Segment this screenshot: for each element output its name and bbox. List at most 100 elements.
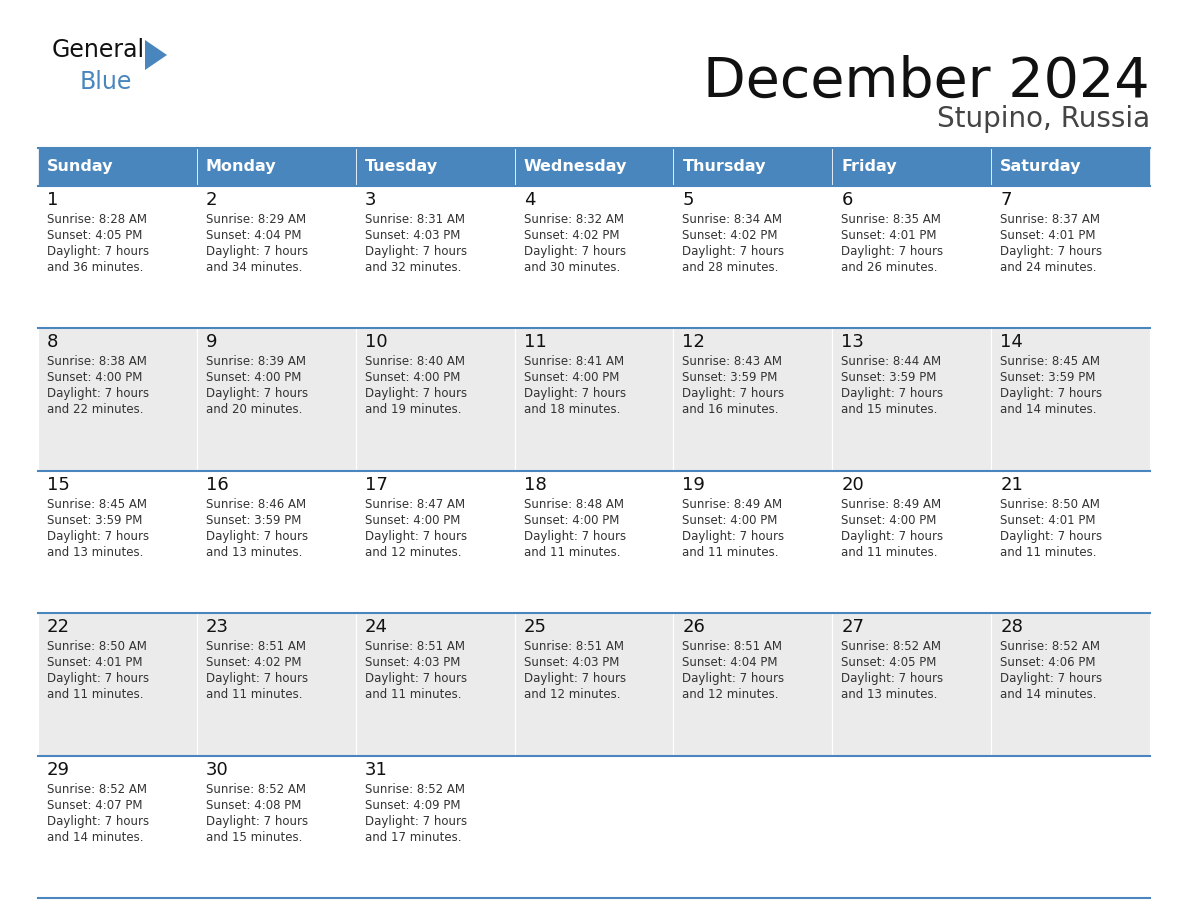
Bar xyxy=(197,329,355,471)
Bar xyxy=(38,329,197,471)
Text: and 14 minutes.: and 14 minutes. xyxy=(1000,403,1097,417)
Text: Daylight: 7 hours: Daylight: 7 hours xyxy=(365,245,467,258)
Text: and 11 minutes.: and 11 minutes. xyxy=(841,546,937,559)
Text: Sunset: 3:59 PM: Sunset: 3:59 PM xyxy=(841,372,936,385)
Text: Sunset: 3:59 PM: Sunset: 3:59 PM xyxy=(682,372,778,385)
Text: and 11 minutes.: and 11 minutes. xyxy=(1000,546,1097,559)
Text: Daylight: 7 hours: Daylight: 7 hours xyxy=(524,245,626,258)
Bar xyxy=(197,613,355,756)
Text: Sunset: 4:04 PM: Sunset: 4:04 PM xyxy=(682,656,778,669)
Text: and 13 minutes.: and 13 minutes. xyxy=(48,546,144,559)
Text: Daylight: 7 hours: Daylight: 7 hours xyxy=(206,672,308,685)
Text: Sunrise: 8:41 AM: Sunrise: 8:41 AM xyxy=(524,355,624,368)
Text: and 15 minutes.: and 15 minutes. xyxy=(206,831,302,844)
Text: Sunset: 4:01 PM: Sunset: 4:01 PM xyxy=(841,229,937,242)
Text: Sunset: 3:59 PM: Sunset: 3:59 PM xyxy=(48,514,143,527)
Text: 8: 8 xyxy=(48,333,58,352)
Text: 23: 23 xyxy=(206,618,229,636)
Text: Daylight: 7 hours: Daylight: 7 hours xyxy=(841,387,943,400)
Text: Sunrise: 8:39 AM: Sunrise: 8:39 AM xyxy=(206,355,305,368)
Text: Daylight: 7 hours: Daylight: 7 hours xyxy=(1000,672,1102,685)
Text: and 13 minutes.: and 13 minutes. xyxy=(206,546,302,559)
Text: Sunrise: 8:32 AM: Sunrise: 8:32 AM xyxy=(524,213,624,226)
Bar xyxy=(514,471,674,613)
Text: Sunset: 3:59 PM: Sunset: 3:59 PM xyxy=(1000,372,1095,385)
Text: 18: 18 xyxy=(524,476,546,494)
Bar xyxy=(38,471,197,613)
Text: Sunset: 4:03 PM: Sunset: 4:03 PM xyxy=(524,656,619,669)
Text: Daylight: 7 hours: Daylight: 7 hours xyxy=(206,814,308,828)
Text: 4: 4 xyxy=(524,191,535,209)
Text: Friday: Friday xyxy=(841,160,897,174)
Text: Sunset: 4:00 PM: Sunset: 4:00 PM xyxy=(682,514,778,527)
Text: Sunrise: 8:38 AM: Sunrise: 8:38 AM xyxy=(48,355,147,368)
Text: and 14 minutes.: and 14 minutes. xyxy=(1000,688,1097,701)
Text: Thursday: Thursday xyxy=(682,160,766,174)
Bar xyxy=(991,613,1150,756)
Text: Sunset: 4:05 PM: Sunset: 4:05 PM xyxy=(841,656,936,669)
Text: Sunrise: 8:50 AM: Sunrise: 8:50 AM xyxy=(1000,498,1100,510)
Text: Sunrise: 8:43 AM: Sunrise: 8:43 AM xyxy=(682,355,783,368)
Text: Sunrise: 8:51 AM: Sunrise: 8:51 AM xyxy=(682,640,783,654)
Text: 17: 17 xyxy=(365,476,387,494)
Bar xyxy=(38,186,197,329)
Text: Sunrise: 8:50 AM: Sunrise: 8:50 AM xyxy=(48,640,147,654)
Text: and 14 minutes.: and 14 minutes. xyxy=(48,831,144,844)
Text: 2: 2 xyxy=(206,191,217,209)
Text: Sunrise: 8:52 AM: Sunrise: 8:52 AM xyxy=(1000,640,1100,654)
Text: Daylight: 7 hours: Daylight: 7 hours xyxy=(365,814,467,828)
Text: Daylight: 7 hours: Daylight: 7 hours xyxy=(48,530,150,543)
Text: Daylight: 7 hours: Daylight: 7 hours xyxy=(365,530,467,543)
Text: Sunrise: 8:45 AM: Sunrise: 8:45 AM xyxy=(1000,355,1100,368)
Bar xyxy=(991,329,1150,471)
Text: Daylight: 7 hours: Daylight: 7 hours xyxy=(206,530,308,543)
Text: Daylight: 7 hours: Daylight: 7 hours xyxy=(1000,530,1102,543)
Text: Sunset: 4:00 PM: Sunset: 4:00 PM xyxy=(524,514,619,527)
Text: Sunset: 3:59 PM: Sunset: 3:59 PM xyxy=(206,514,302,527)
Text: Sunrise: 8:48 AM: Sunrise: 8:48 AM xyxy=(524,498,624,510)
Text: Daylight: 7 hours: Daylight: 7 hours xyxy=(48,387,150,400)
Text: Daylight: 7 hours: Daylight: 7 hours xyxy=(365,672,467,685)
Text: and 13 minutes.: and 13 minutes. xyxy=(841,688,937,701)
Text: 3: 3 xyxy=(365,191,377,209)
Text: 26: 26 xyxy=(682,618,706,636)
Text: 9: 9 xyxy=(206,333,217,352)
Bar xyxy=(674,471,833,613)
Text: Stupino, Russia: Stupino, Russia xyxy=(937,105,1150,133)
Bar xyxy=(514,329,674,471)
Bar xyxy=(355,329,514,471)
Bar xyxy=(833,756,991,898)
Text: 22: 22 xyxy=(48,618,70,636)
Text: Sunset: 4:00 PM: Sunset: 4:00 PM xyxy=(365,514,460,527)
Text: and 32 minutes.: and 32 minutes. xyxy=(365,261,461,274)
Text: 6: 6 xyxy=(841,191,853,209)
Polygon shape xyxy=(145,40,168,70)
Text: 20: 20 xyxy=(841,476,864,494)
Bar xyxy=(674,148,833,186)
Text: 15: 15 xyxy=(48,476,70,494)
Bar xyxy=(674,613,833,756)
Text: Sunrise: 8:51 AM: Sunrise: 8:51 AM xyxy=(365,640,465,654)
Bar xyxy=(991,148,1150,186)
Text: Sunset: 4:02 PM: Sunset: 4:02 PM xyxy=(682,229,778,242)
Bar xyxy=(514,613,674,756)
Text: Daylight: 7 hours: Daylight: 7 hours xyxy=(841,672,943,685)
Text: 19: 19 xyxy=(682,476,706,494)
Text: Sunset: 4:05 PM: Sunset: 4:05 PM xyxy=(48,229,143,242)
Text: 1: 1 xyxy=(48,191,58,209)
Text: Sunrise: 8:37 AM: Sunrise: 8:37 AM xyxy=(1000,213,1100,226)
Text: 27: 27 xyxy=(841,618,865,636)
Bar xyxy=(833,471,991,613)
Bar xyxy=(355,471,514,613)
Text: Sunrise: 8:52 AM: Sunrise: 8:52 AM xyxy=(48,783,147,796)
Text: Wednesday: Wednesday xyxy=(524,160,627,174)
Text: Sunset: 4:01 PM: Sunset: 4:01 PM xyxy=(1000,514,1095,527)
Text: Sunset: 4:02 PM: Sunset: 4:02 PM xyxy=(524,229,619,242)
Text: 13: 13 xyxy=(841,333,864,352)
Text: 5: 5 xyxy=(682,191,694,209)
Text: 28: 28 xyxy=(1000,618,1023,636)
Text: Daylight: 7 hours: Daylight: 7 hours xyxy=(48,245,150,258)
Bar xyxy=(355,613,514,756)
Text: Sunrise: 8:34 AM: Sunrise: 8:34 AM xyxy=(682,213,783,226)
Text: Daylight: 7 hours: Daylight: 7 hours xyxy=(524,530,626,543)
